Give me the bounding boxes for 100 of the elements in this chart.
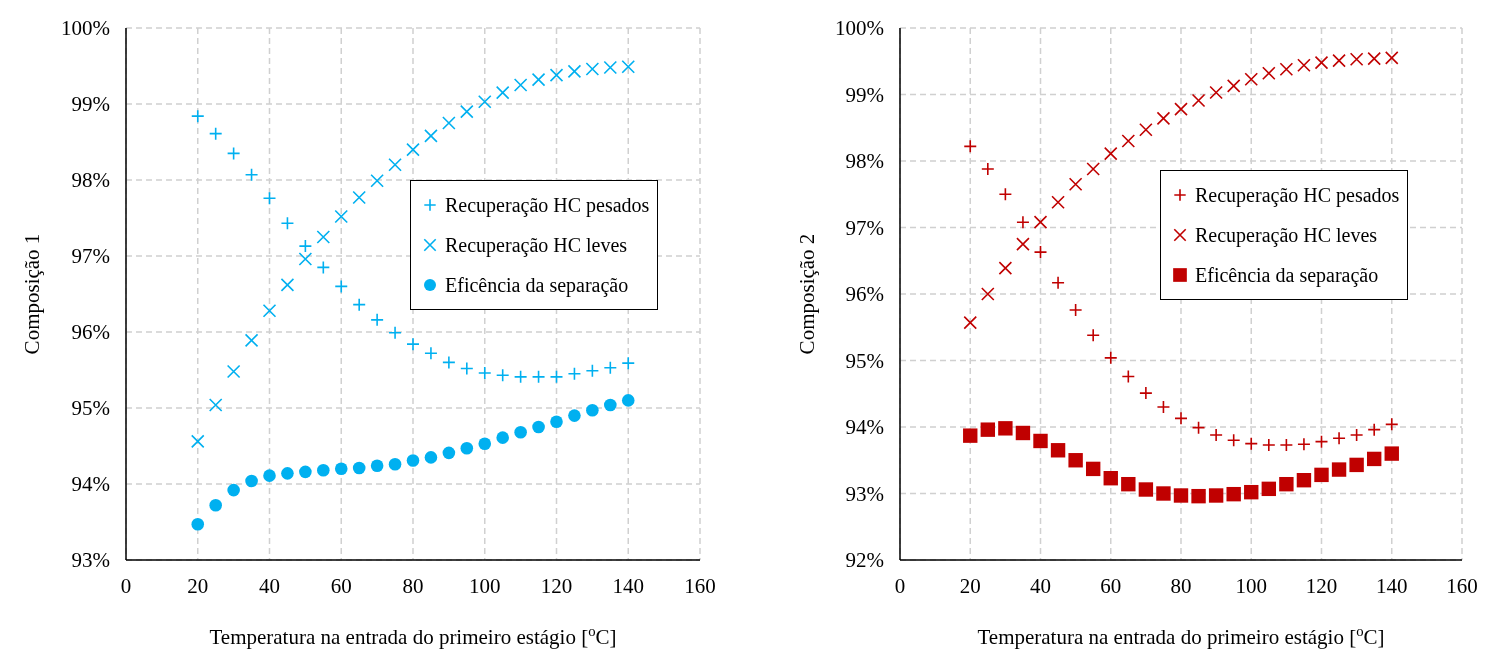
point <box>280 278 295 292</box>
point <box>299 465 312 479</box>
point <box>963 428 978 443</box>
point <box>208 398 223 412</box>
point <box>352 190 366 205</box>
point <box>388 457 402 471</box>
point <box>1226 486 1241 502</box>
point <box>1050 443 1066 458</box>
point <box>1103 471 1118 486</box>
y-tick-label: 98% <box>845 149 884 174</box>
point <box>281 467 294 480</box>
point <box>1261 481 1277 497</box>
point <box>442 116 456 130</box>
point <box>352 297 366 312</box>
point <box>1349 457 1364 473</box>
point <box>388 158 402 172</box>
y-tick-label: 94% <box>845 415 884 440</box>
point <box>263 469 276 482</box>
point <box>621 394 635 407</box>
point <box>567 64 582 79</box>
point <box>1209 85 1223 100</box>
point <box>460 441 474 455</box>
point <box>406 454 420 467</box>
point <box>190 109 205 123</box>
point <box>1331 462 1347 477</box>
legend-label: Recuperação HC leves <box>1195 223 1378 247</box>
point <box>334 462 348 476</box>
legend-label: Eficência da separação <box>445 273 629 297</box>
point <box>191 517 205 531</box>
point <box>1367 422 1381 437</box>
point <box>1174 411 1188 426</box>
point <box>1314 55 1329 70</box>
x-tick-label: 40 <box>259 573 280 598</box>
point <box>1033 245 1048 259</box>
legend-label: Recuperação HC pesados <box>1195 183 1400 207</box>
point <box>1068 453 1083 468</box>
x-axis-title: Temperatura na entrada do primeiro estágio [$^{o}$C] <box>977 623 1385 649</box>
point <box>280 216 295 231</box>
point <box>262 191 277 206</box>
y-tick-label: 98% <box>71 168 110 193</box>
x-tick-label: 120 <box>540 573 573 598</box>
point <box>1191 420 1206 435</box>
legend-label: Recuperação HC leves <box>445 233 628 257</box>
point <box>334 279 349 294</box>
point <box>621 356 636 370</box>
point <box>1173 488 1189 503</box>
point <box>1033 215 1048 229</box>
point <box>1139 122 1153 137</box>
x-tick-label: 20 <box>187 573 209 598</box>
point <box>226 364 241 379</box>
point <box>603 360 618 375</box>
y-tick-label: 100% <box>835 16 884 41</box>
point <box>298 239 313 253</box>
point <box>442 446 456 460</box>
point <box>1156 400 1171 414</box>
point <box>586 403 599 417</box>
point <box>1296 473 1312 488</box>
y-tick-label: 99% <box>845 82 884 107</box>
y-tick-label: 93% <box>845 481 884 506</box>
x-tick-label: 0 <box>120 573 132 598</box>
point <box>998 261 1013 275</box>
point <box>406 142 420 157</box>
point <box>998 187 1013 202</box>
point <box>1085 461 1101 477</box>
point <box>1279 438 1294 452</box>
point <box>1068 303 1083 317</box>
point <box>550 415 563 428</box>
point <box>1156 486 1171 501</box>
point <box>1366 451 1382 467</box>
point <box>1332 53 1346 68</box>
point <box>981 287 995 301</box>
y-tick-label: 96% <box>71 320 110 345</box>
point <box>245 474 258 488</box>
point <box>1156 111 1171 126</box>
point <box>513 370 528 384</box>
point <box>1244 436 1259 451</box>
point <box>370 459 384 473</box>
y-tick-label: 97% <box>71 244 110 269</box>
point <box>963 315 978 330</box>
y-tick-label: 95% <box>71 396 110 421</box>
point <box>226 146 241 161</box>
point <box>1226 433 1241 448</box>
point <box>1262 66 1276 81</box>
point <box>980 422 996 437</box>
x-axis-title: Temperatura na entrada do primeiro estágio [$^{o}$C] <box>209 623 617 649</box>
y-tick-label: 97% <box>845 215 884 240</box>
x-tick-label: 20 <box>959 573 981 598</box>
point <box>963 139 978 154</box>
point <box>1068 177 1083 192</box>
x-tick-label: 160 <box>684 573 716 598</box>
y-axis-title: Composição 1 <box>20 233 44 355</box>
point <box>621 59 636 74</box>
point <box>1297 58 1311 73</box>
point <box>1016 237 1030 251</box>
point <box>298 252 313 266</box>
point <box>604 398 617 412</box>
point <box>1314 467 1329 483</box>
point <box>495 85 510 100</box>
point <box>998 421 1013 436</box>
point <box>1103 351 1118 365</box>
